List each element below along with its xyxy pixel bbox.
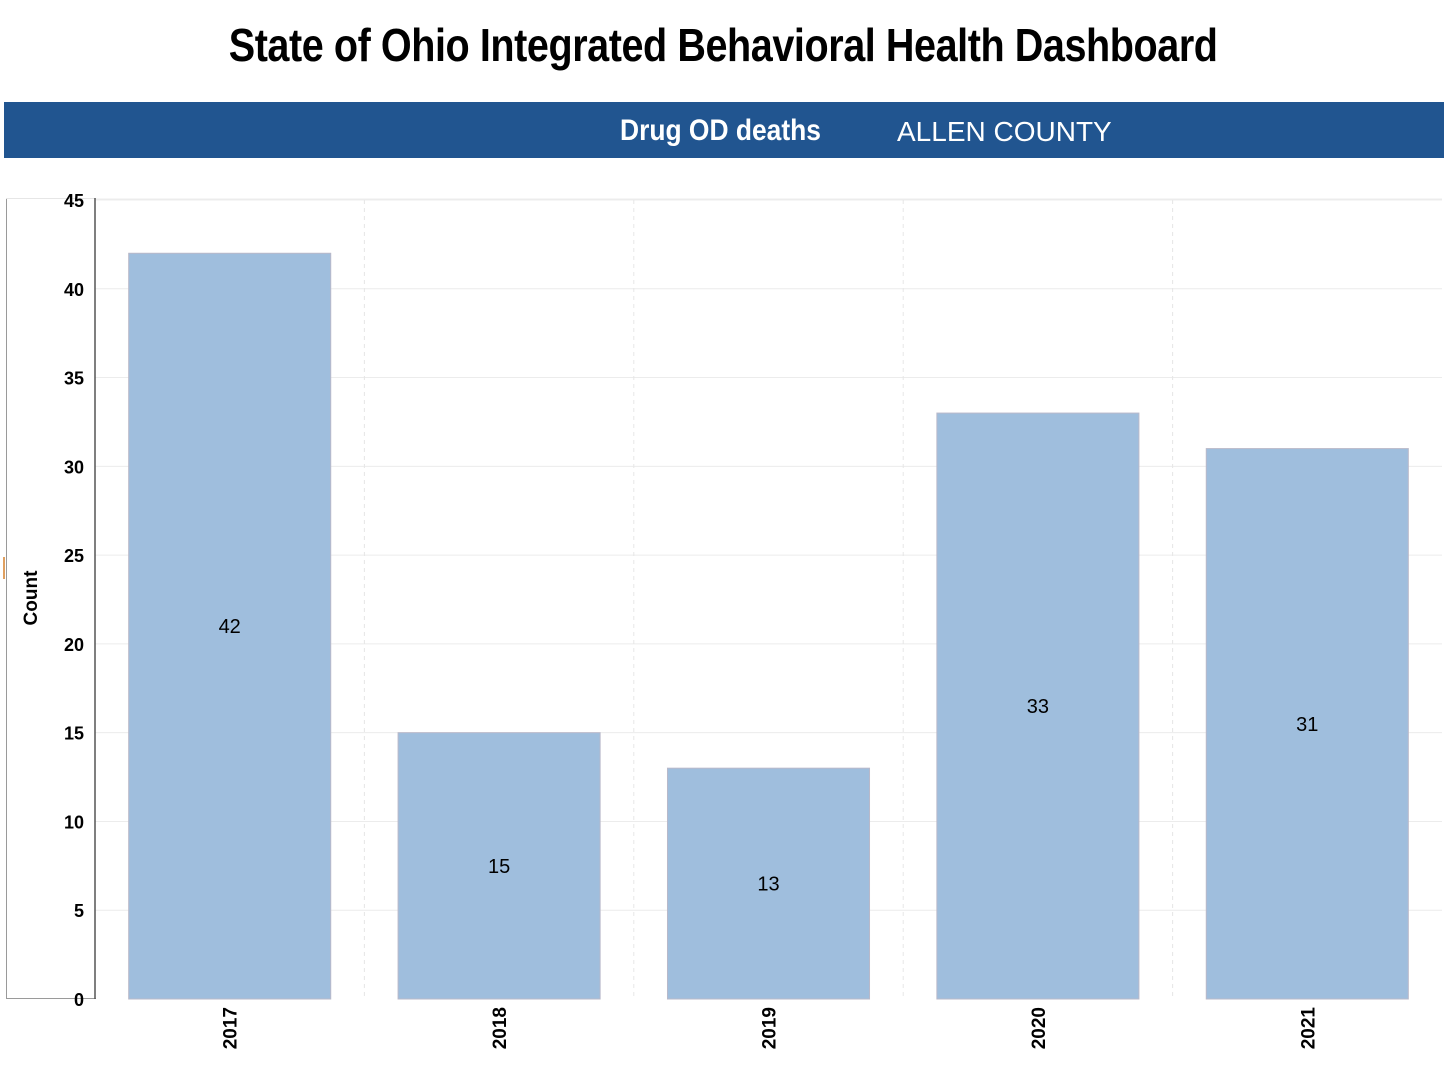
y-tick-label: 35 (64, 369, 84, 389)
y-tick-label: 45 (64, 191, 84, 211)
filter-banner: Drug OD deaths ALLEN COUNTY (4, 102, 1444, 158)
y-tick-label: 0 (74, 990, 84, 1010)
bar-layer (128, 252, 1409, 1000)
bar (936, 412, 1140, 1000)
bar (397, 732, 601, 1000)
data-label: 15 (488, 856, 510, 878)
bar (666, 767, 871, 1000)
y-tick-label: 10 (64, 812, 84, 832)
y-axis-frame-bottom (6, 998, 96, 999)
x-tick-label: 2021 (1298, 1007, 1319, 1050)
y-axis-frame (6, 198, 7, 999)
x-tick-label: 2020 (1029, 1007, 1050, 1049)
y-tick-label: 30 (64, 457, 84, 477)
x-tick-label: 2018 (490, 1007, 511, 1049)
data-label: 42 (219, 616, 241, 638)
bar (1205, 448, 1409, 1000)
y-axis-frame-top (6, 198, 96, 199)
data-label: 13 (757, 874, 779, 896)
resize-handle[interactable] (3, 557, 5, 579)
y-tick-label: 25 (64, 546, 84, 566)
data-label: 33 (1027, 696, 1049, 718)
axis-layer: 0 5 10 15 20 25 30 35 40 45 2017 2018 2019 2020 2021 (64, 191, 1319, 1049)
bar (128, 252, 332, 1000)
data-label: 31 (1296, 714, 1318, 736)
x-tick-label: 2017 (221, 1007, 242, 1049)
metric-label: Drug OD deaths (620, 114, 821, 147)
county-label: ALLEN COUNTY (897, 116, 1112, 147)
y-tick-label: 5 (74, 901, 84, 921)
y-tick-label: 40 (64, 280, 84, 300)
x-tick-label: 2019 (760, 1007, 781, 1049)
page-title: State of Ohio Integrated Behavioral Heal… (228, 19, 1218, 71)
y-tick-label: 20 (64, 635, 84, 655)
y-tick-label: 15 (64, 724, 84, 744)
label-layer: 42 15 13 33 31 (219, 616, 1319, 895)
y-axis-title: Count (21, 570, 42, 626)
